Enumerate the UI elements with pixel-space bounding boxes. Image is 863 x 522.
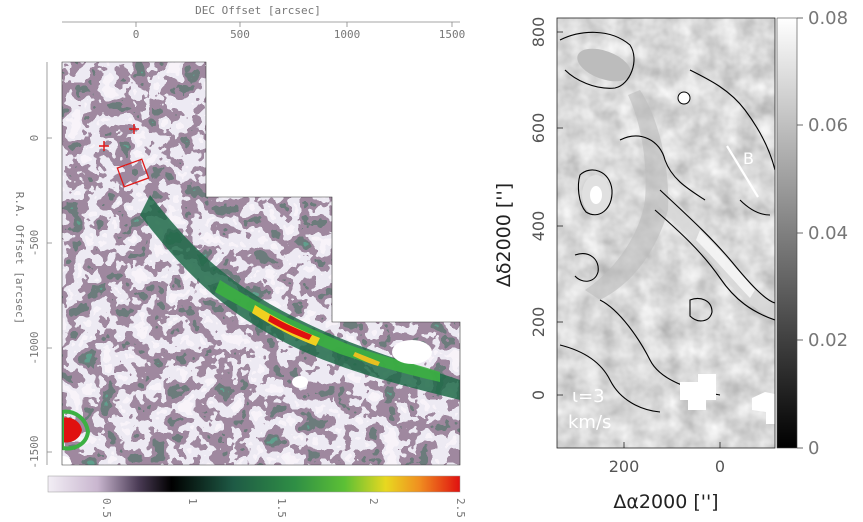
left-top-tick-1: 500 xyxy=(230,28,250,41)
left-side-axis-title: R.A. Offset [arcsec] xyxy=(13,192,26,324)
marker-box xyxy=(116,158,150,188)
left-top-tick-0: 0 xyxy=(133,28,140,41)
cut-line-b xyxy=(726,145,759,198)
right-x-axis-title: Δα2000 [''] xyxy=(613,491,718,513)
right-y-axis-title: Δδ2000 [''] xyxy=(493,183,515,287)
right-y-tick-4: 0 xyxy=(529,390,548,400)
marker-crosses xyxy=(99,124,139,151)
right-x-tick-0: 200 xyxy=(609,457,640,476)
left-map-panel xyxy=(46,21,461,493)
right-x-tick-1: 0 xyxy=(715,457,725,476)
right-cbar-tick-4: 0 xyxy=(808,438,819,459)
annotation-line1: ι=3 xyxy=(572,386,605,407)
left-side-tick-0: 0 xyxy=(28,135,41,142)
left-colorbar xyxy=(47,475,461,493)
left-cbar-tick-2: 1.5 xyxy=(275,498,288,518)
left-side-tick-3: -1500 xyxy=(28,435,41,468)
left-side-tick-2: -1000 xyxy=(28,331,41,364)
left-top-axis-title: DEC Offset [arcsec] xyxy=(195,4,321,17)
cut-label-b: B xyxy=(743,149,754,168)
left-cbar-tick-4: 2.5 xyxy=(454,498,467,518)
left-top-tick-2: 1000 xyxy=(334,28,361,41)
right-map-panel xyxy=(556,17,803,449)
right-cbar-tick-2: 0.04 xyxy=(808,223,848,244)
right-y-tick-2: 400 xyxy=(529,211,548,242)
right-axes-ticks xyxy=(557,31,721,448)
left-top-tick-3: 1500 xyxy=(439,28,466,41)
left-cbar-tick-1: 1 xyxy=(186,498,199,505)
right-cbar-tick-3: 0.02 xyxy=(808,330,848,351)
right-y-tick-1: 600 xyxy=(529,113,548,144)
left-cbar-tick-3: 2 xyxy=(367,498,380,505)
right-map-image xyxy=(557,18,775,448)
left-map-image xyxy=(62,62,460,465)
left-side-tick-1: -500 xyxy=(28,230,41,257)
right-colorbar xyxy=(776,17,798,449)
annotation-line2: km/s xyxy=(568,412,611,433)
right-colorbar-ticks xyxy=(797,17,803,449)
left-cbar-tick-0: 0.5 xyxy=(100,498,113,518)
right-cbar-tick-1: 0.06 xyxy=(808,115,848,136)
left-side-axis xyxy=(46,62,52,465)
right-cbar-tick-0: 0.08 xyxy=(808,8,848,29)
right-y-tick-0: 800 xyxy=(529,17,548,48)
left-top-axis xyxy=(62,21,460,27)
right-y-tick-3: 200 xyxy=(529,307,548,338)
